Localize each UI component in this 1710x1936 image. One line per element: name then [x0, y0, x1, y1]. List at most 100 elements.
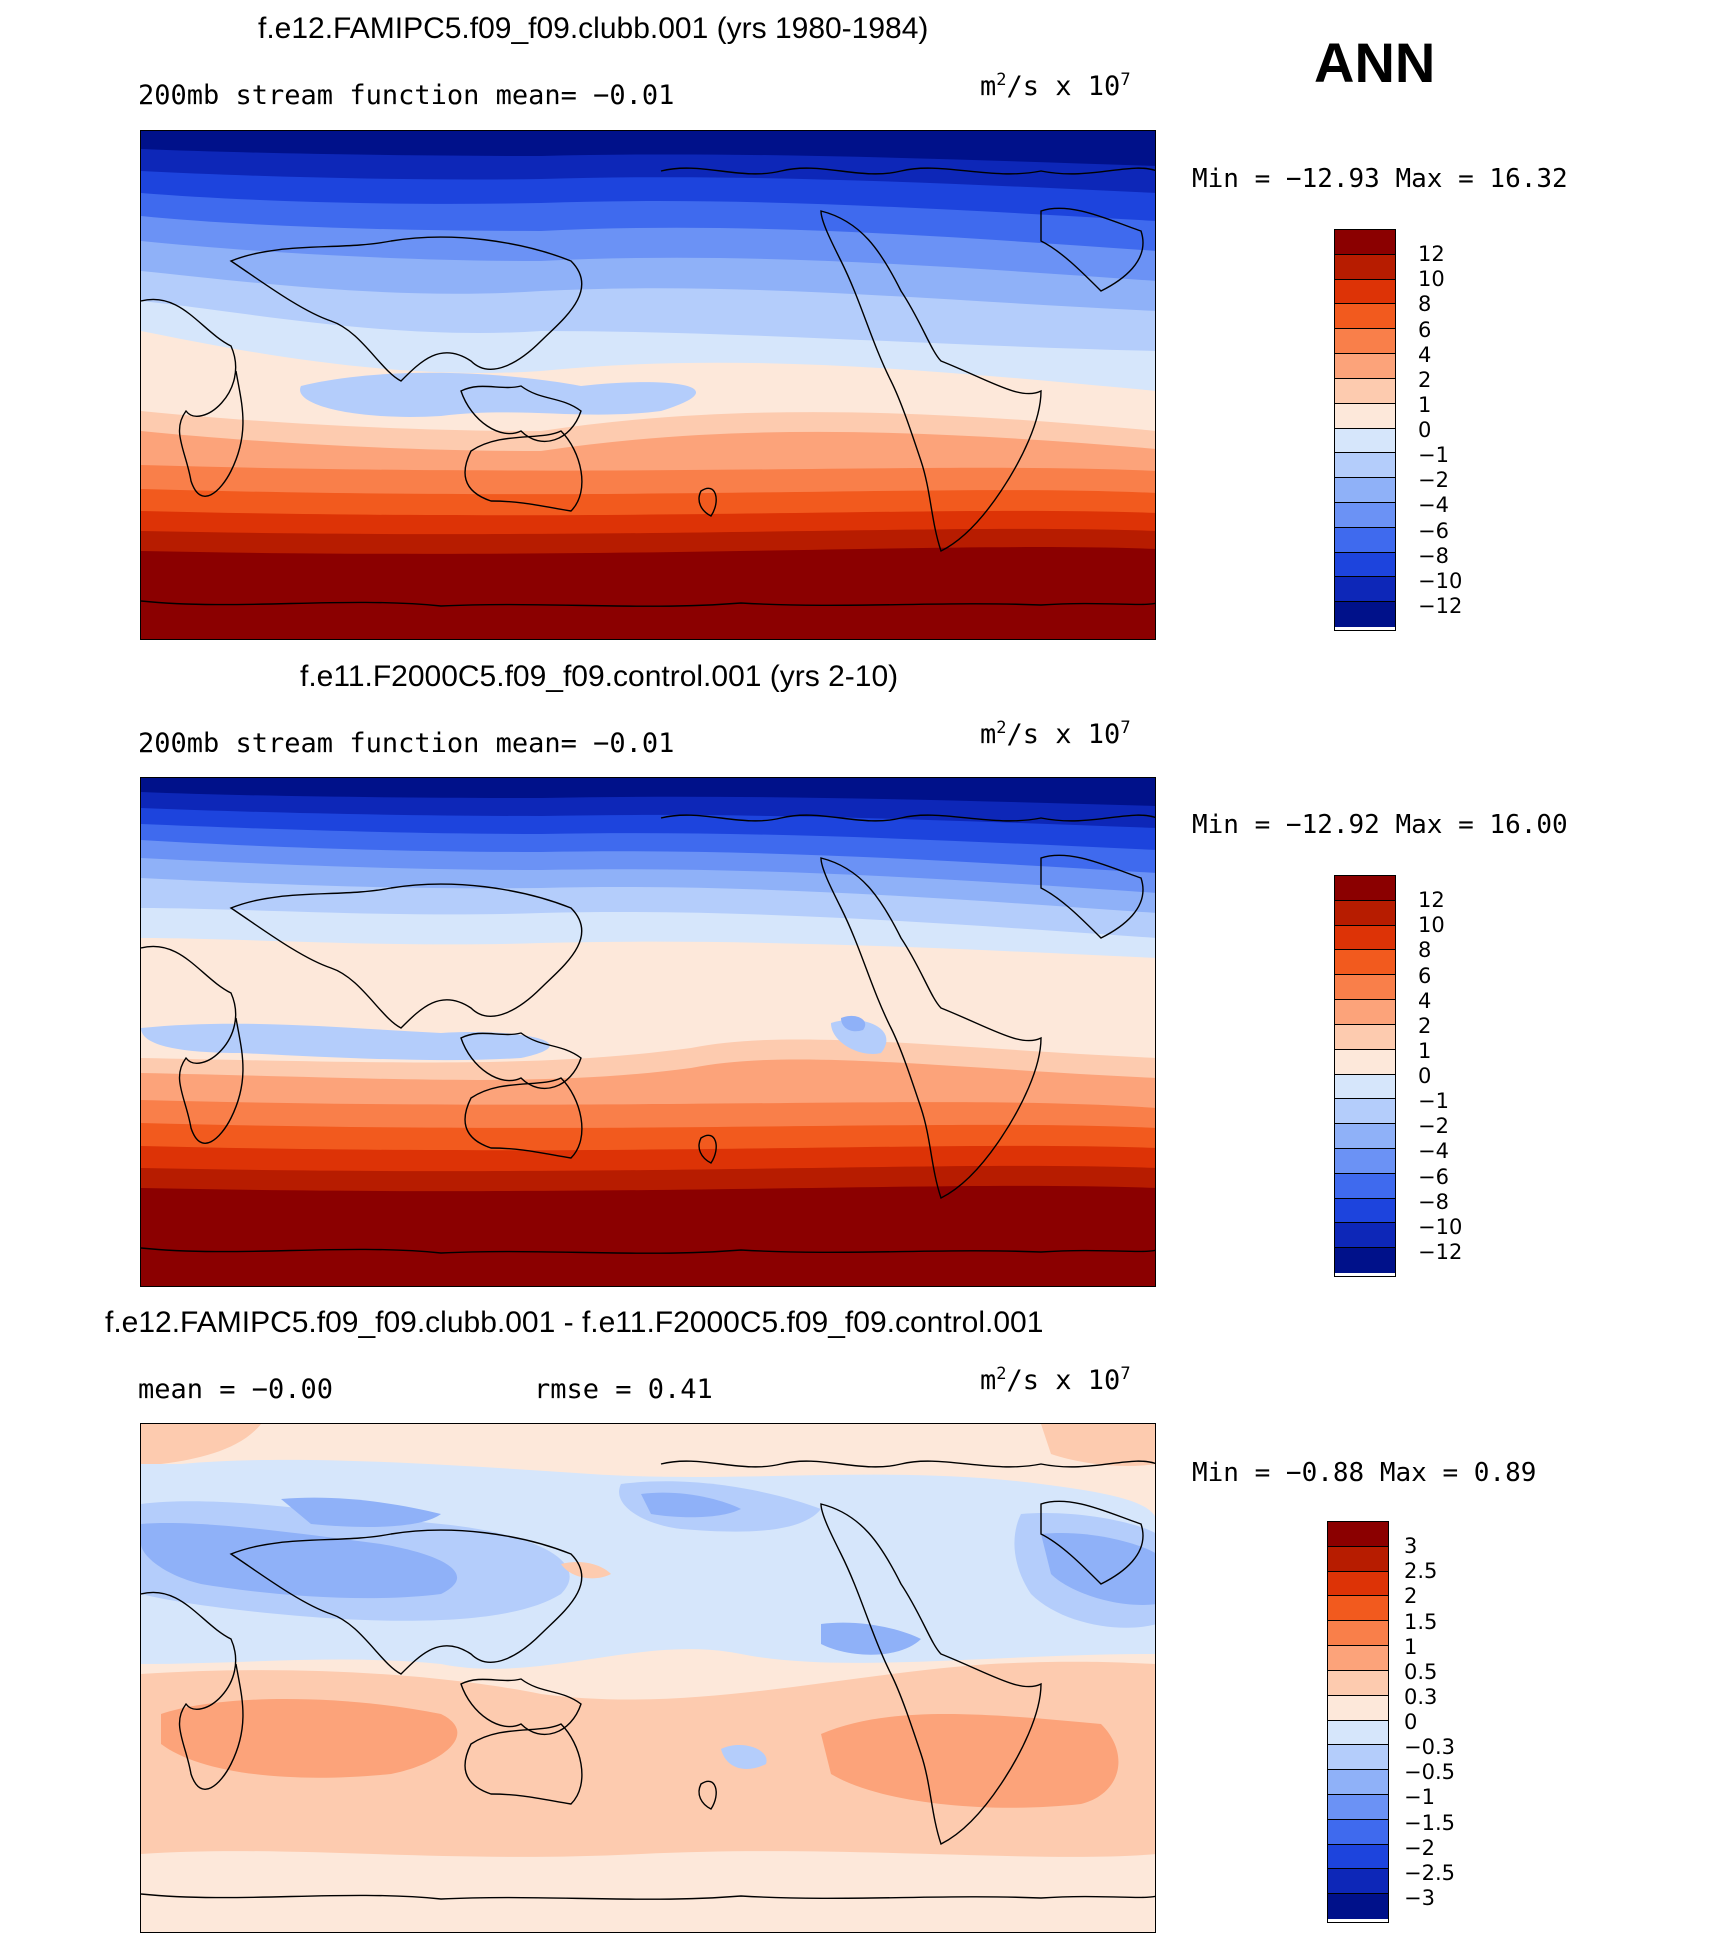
colorbar-label: −1.5 — [1404, 1810, 1455, 1835]
colorbar-label: 12 — [1418, 888, 1445, 913]
panel-3-minmax: Min = −0.88 Max = 0.89 — [1192, 1458, 1537, 1488]
colorbar-segment — [1335, 1198, 1395, 1224]
colorbar-label: 0 — [1418, 1064, 1432, 1088]
colorbar-label: −4 — [1418, 1139, 1449, 1164]
colorbar-segment — [1328, 1596, 1388, 1622]
colorbar-label: −2 — [1418, 1114, 1449, 1139]
panel-1-contours — [141, 131, 1155, 639]
colorbar-label: −2 — [1418, 468, 1449, 493]
panel-1-units: m2/s x 107 — [980, 70, 1131, 102]
panel-2-stat: 200mb stream function mean= −0.01 — [138, 728, 675, 759]
colorbar-label: 4 — [1418, 342, 1432, 367]
colorbar-label: −6 — [1418, 518, 1449, 543]
colorbar-segment — [1335, 279, 1395, 305]
colorbar-segment — [1328, 1695, 1388, 1721]
colorbar-segment — [1335, 1173, 1395, 1199]
colorbar-segment — [1328, 1844, 1388, 1870]
panel-2-colorbar-labels: 12 10 8 6 4 2 1 0 −1 −2 −4 −6 −8 −10 −12 — [1418, 875, 1478, 1277]
colorbar-label: −10 — [1418, 568, 1463, 593]
colorbar-segment — [1335, 577, 1395, 603]
colorbar-segment — [1335, 453, 1395, 479]
colorbar-label: 10 — [1418, 267, 1445, 292]
colorbar-label: −10 — [1418, 1214, 1463, 1239]
panel-1-minmax: Min = −12.93 Max = 16.32 — [1192, 164, 1568, 194]
panel-1-colorbar — [1334, 229, 1396, 631]
colorbar-label: 12 — [1418, 242, 1445, 267]
colorbar-segment — [1335, 428, 1395, 454]
panel-2-map — [140, 777, 1156, 1287]
colorbar-segment — [1335, 552, 1395, 578]
colorbar-label: 0 — [1404, 1710, 1418, 1734]
colorbar-segment — [1335, 502, 1395, 528]
panel-3-mean: mean = −0.00 — [138, 1374, 334, 1405]
colorbar-segment — [1335, 1148, 1395, 1174]
colorbar-segment — [1335, 1000, 1395, 1025]
colorbar-label: −1 — [1404, 1785, 1435, 1810]
colorbar-label: −0.5 — [1404, 1760, 1455, 1785]
colorbar-label: −1 — [1418, 1089, 1449, 1114]
colorbar-segment — [1335, 329, 1395, 355]
colorbar-segment — [1328, 1745, 1388, 1771]
colorbar-segment — [1335, 1124, 1395, 1149]
colorbar-segment — [1335, 403, 1395, 429]
colorbar-label: 2 — [1418, 367, 1432, 392]
colorbar-label: 10 — [1418, 913, 1445, 938]
colorbar-label: −0.3 — [1404, 1735, 1455, 1760]
colorbar-label: 8 — [1418, 292, 1432, 317]
colorbar-segment — [1335, 1223, 1395, 1249]
colorbar-label: −12 — [1418, 593, 1463, 618]
panel-1-colorbar-labels: 12 10 8 6 4 2 1 0 −1 −2 −4 −6 −8 −10 −12 — [1418, 229, 1478, 631]
colorbar-segment — [1328, 1794, 1388, 1820]
colorbar-segment — [1335, 378, 1395, 404]
colorbar-label: 1 — [1418, 392, 1432, 417]
colorbar-segment — [1335, 254, 1395, 280]
colorbar-segment — [1335, 602, 1395, 627]
colorbar-segment — [1328, 1522, 1388, 1547]
colorbar-segment — [1328, 1894, 1388, 1919]
panel-3-colorbar-labels: 3 2.5 2 1.5 1 0.5 0.3 0 −0.3 −0.5 −1 −1.5 −2 −2.5 −3 — [1404, 1521, 1474, 1923]
colorbar-segment — [1335, 1074, 1395, 1100]
colorbar-segment — [1335, 527, 1395, 553]
colorbar-label: 0.5 — [1404, 1659, 1438, 1684]
colorbar-label: 4 — [1418, 988, 1432, 1013]
colorbar-label: 0 — [1418, 418, 1432, 442]
panel-1-title: f.e12.FAMIPC5.f09_f09.clubb.001 (yrs 198… — [258, 12, 929, 45]
panel-3-units: m2/s x 107 — [980, 1364, 1131, 1396]
panel-1-stat: 200mb stream function mean= −0.01 — [138, 80, 675, 111]
colorbar-label: 8 — [1418, 938, 1432, 963]
colorbar-segment — [1335, 478, 1395, 503]
colorbar-segment — [1335, 950, 1395, 976]
panel-3-title: f.e12.FAMIPC5.f09_f09.clubb.001 - f.e11.… — [105, 1306, 1044, 1339]
colorbar-segment — [1335, 876, 1395, 901]
colorbar-label: 1 — [1404, 1634, 1418, 1659]
colorbar-label: 2 — [1404, 1584, 1418, 1609]
colorbar-segment — [1335, 1248, 1395, 1273]
panel-2-title: f.e11.F2000C5.f09_f09.control.001 (yrs 2… — [300, 660, 899, 693]
panel-2-colorbar — [1334, 875, 1396, 1277]
colorbar-segment — [1328, 1646, 1388, 1671]
colorbar-segment — [1328, 1670, 1388, 1696]
colorbar-label: 2.5 — [1404, 1559, 1438, 1584]
colorbar-label: −8 — [1418, 543, 1449, 568]
colorbar-label: 6 — [1418, 963, 1432, 988]
colorbar-label: 3 — [1404, 1534, 1418, 1559]
colorbar-label: −6 — [1418, 1164, 1449, 1189]
panel-3-colorbar — [1327, 1521, 1389, 1923]
panel-2-minmax: Min = −12.92 Max = 16.00 — [1192, 810, 1568, 840]
panel-3-map — [140, 1423, 1156, 1933]
colorbar-label: 6 — [1418, 317, 1432, 342]
colorbar-segment — [1335, 230, 1395, 255]
colorbar-segment — [1335, 1049, 1395, 1075]
colorbar-segment — [1328, 1819, 1388, 1845]
colorbar-segment — [1328, 1720, 1388, 1746]
colorbar-label: −8 — [1418, 1189, 1449, 1214]
colorbar-label: −2.5 — [1404, 1860, 1455, 1885]
panel-3-contours — [141, 1424, 1155, 1932]
colorbar-label: −4 — [1418, 493, 1449, 518]
colorbar-segment — [1335, 975, 1395, 1001]
colorbar-label: 1 — [1418, 1038, 1432, 1063]
colorbar-segment — [1335, 1099, 1395, 1125]
colorbar-segment — [1328, 1770, 1388, 1795]
panel-3-rmse: rmse = 0.41 — [534, 1374, 713, 1405]
colorbar-segment — [1335, 1024, 1395, 1050]
